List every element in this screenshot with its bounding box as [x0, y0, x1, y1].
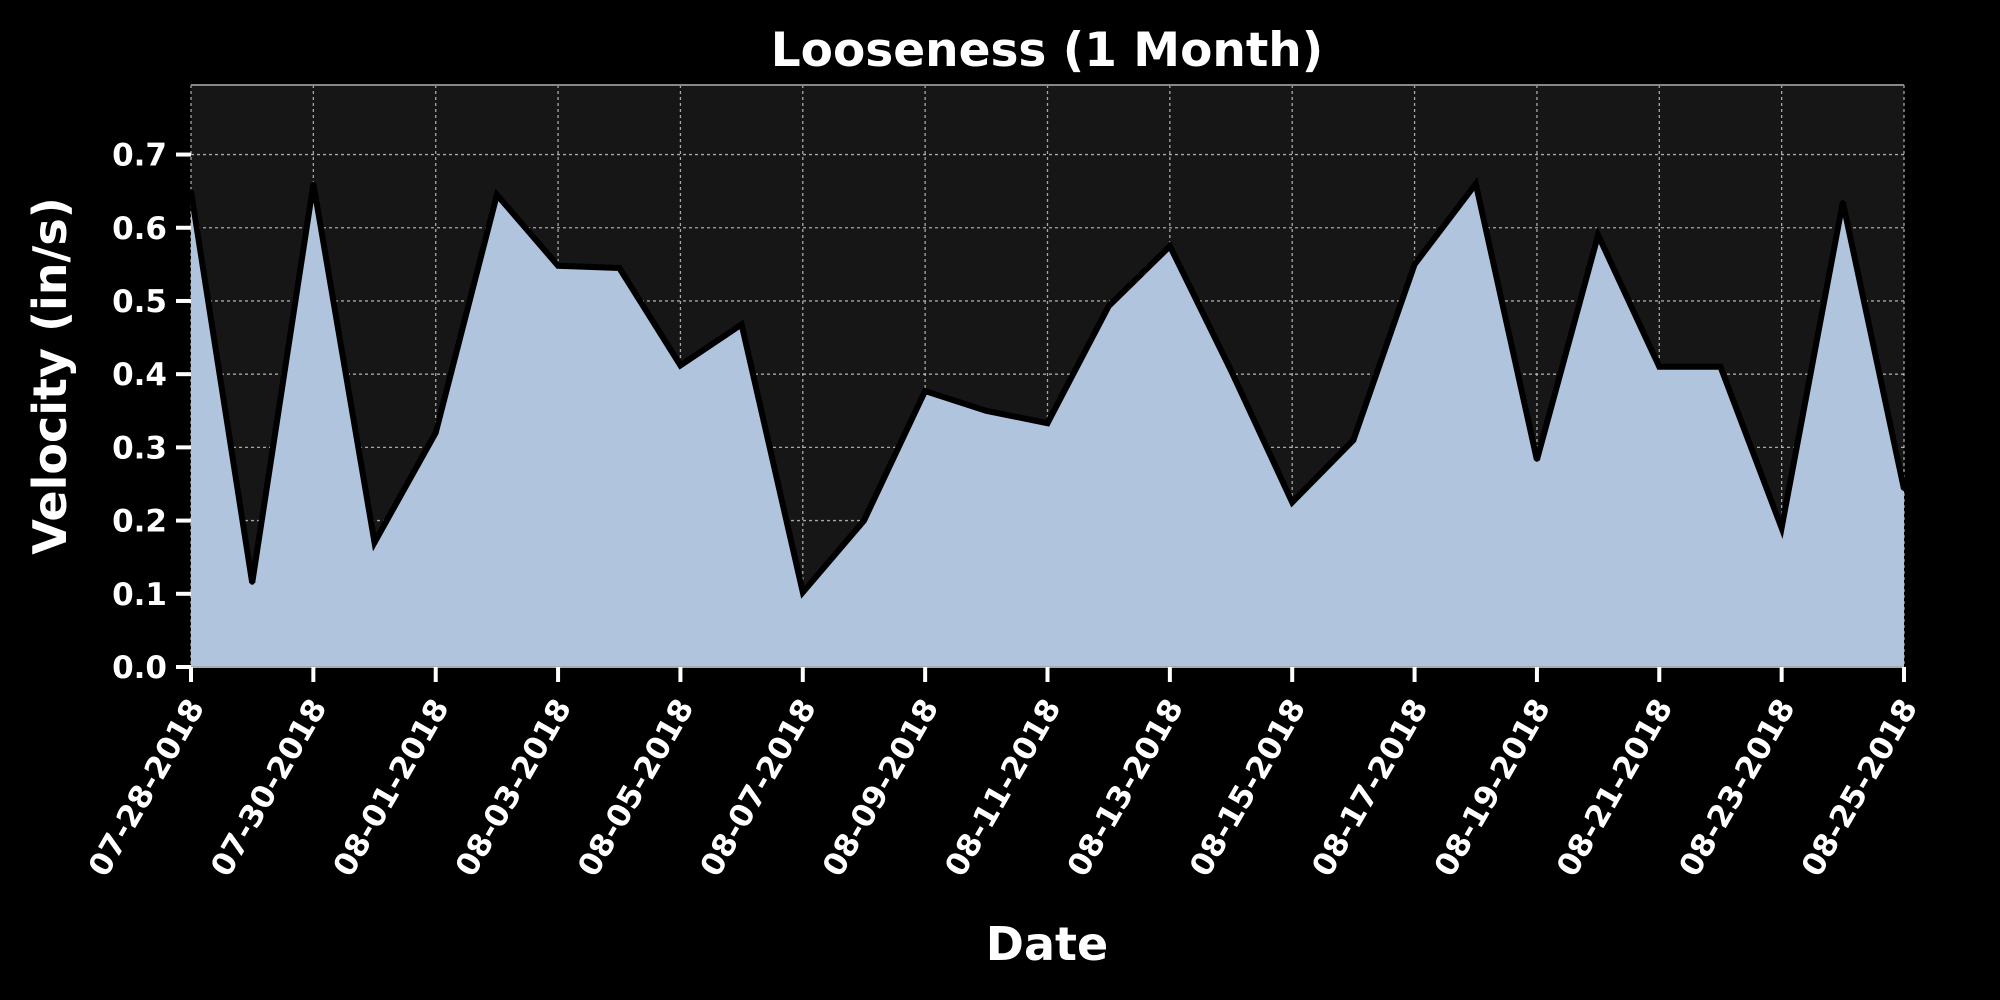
data-point: [617, 266, 622, 270]
data-point: [1290, 500, 1295, 505]
y-axis-ticks: 0.0 0.1 0.2 0.3 0.4 0.5 0.6 0.7: [112, 138, 191, 686]
chart-title: Looseness (1 Month): [771, 23, 1324, 78]
y-tick-label: 0.5: [112, 284, 167, 320]
y-tick-label: 0.0: [112, 650, 167, 686]
y-tick-label: 0.1: [112, 577, 167, 613]
data-point: [311, 181, 316, 186]
data-point: [984, 408, 989, 413]
y-axis-label: Velocity (in/s): [23, 197, 77, 554]
data-point: [1167, 244, 1172, 249]
data-point: [739, 322, 744, 327]
y-tick-label: 0.4: [112, 357, 167, 393]
data-point: [862, 518, 866, 523]
data-point: [1779, 525, 1784, 530]
data-point: [923, 389, 928, 393]
data-point: [1718, 364, 1723, 369]
data-point: [1106, 304, 1111, 309]
data-point: [678, 363, 683, 368]
data-point: [1902, 487, 1906, 492]
data-point: [1657, 364, 1662, 369]
data-point: [433, 430, 438, 435]
data-points: [189, 181, 1906, 595]
x-axis-label: Date: [986, 917, 1108, 971]
data-point: [1229, 368, 1233, 373]
data-point: [1045, 421, 1050, 426]
data-point: [1840, 200, 1845, 205]
data-point: [189, 189, 193, 194]
y-tick-label: 0.3: [112, 430, 167, 466]
y-tick-label: 0.2: [112, 504, 167, 540]
data-point: [800, 590, 805, 595]
data-point: [494, 192, 499, 197]
y-tick-label: 0.7: [112, 138, 167, 174]
data-point: [1473, 181, 1478, 186]
y-tick-label: 0.6: [112, 211, 167, 247]
data-point: [1534, 457, 1539, 462]
data-point: [556, 263, 561, 268]
data-point: [250, 580, 255, 585]
data-point: [1351, 438, 1356, 443]
data-point: [1412, 262, 1417, 267]
data-point: [372, 540, 377, 545]
data-point: [1596, 233, 1601, 238]
